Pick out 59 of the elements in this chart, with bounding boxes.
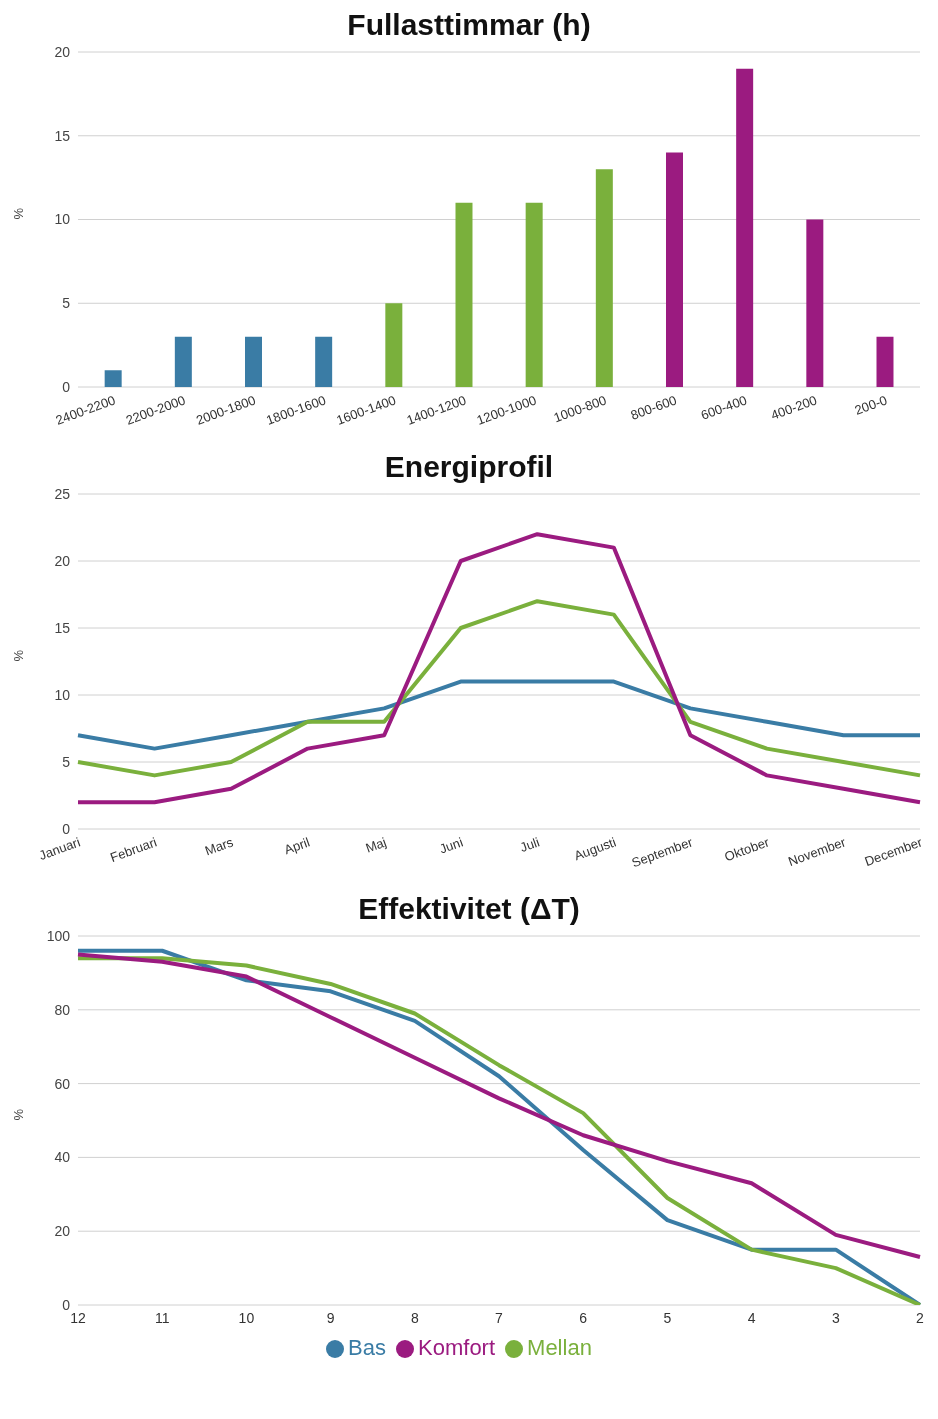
bar (385, 303, 403, 387)
x-tick-label: 2 (916, 1309, 925, 1326)
y-axis-title: % (10, 1108, 26, 1121)
y-tick-label: 10 (54, 211, 71, 228)
y-tick-label: 100 (46, 927, 71, 944)
bar (455, 202, 473, 387)
legend-label: Bas (348, 1335, 387, 1360)
bar (525, 202, 543, 387)
x-tick-label: Oktober (722, 834, 772, 865)
y-tick-label: 15 (54, 619, 71, 636)
x-tick-label: April (282, 834, 312, 858)
y-tick-label: 10 (54, 686, 71, 703)
y-tick-label: 20 (54, 43, 71, 60)
y-tick-label: 80 (54, 1001, 71, 1018)
legend-label: Mellan (527, 1335, 592, 1360)
y-tick-label: 0 (62, 820, 71, 837)
x-tick-label: 10 (238, 1309, 255, 1326)
bar (245, 336, 262, 387)
bar (315, 336, 333, 387)
bar (736, 68, 754, 387)
y-tick-label: 0 (62, 1296, 71, 1313)
legend-label: Komfort (418, 1335, 496, 1360)
y-tick-label: 25 (54, 485, 71, 502)
y-axis-title: % (10, 207, 26, 220)
x-tick-label: 8 (410, 1309, 419, 1326)
x-tick-label: 12 (70, 1309, 86, 1326)
bar (876, 336, 894, 387)
bar (806, 219, 824, 387)
line-series (76, 599, 922, 778)
x-tick-label: 6 (579, 1309, 588, 1326)
x-tick-label: Juni (437, 834, 465, 857)
y-tick-label: 0 (62, 378, 71, 395)
x-tick-label: 4 (747, 1309, 756, 1326)
y-tick-label: 40 (54, 1149, 71, 1166)
bar (104, 370, 122, 387)
line-series (76, 532, 922, 805)
x-tick-label: 200-0 (852, 392, 890, 418)
y-tick-label: 60 (54, 1075, 71, 1092)
y-tick-label: 20 (54, 1223, 71, 1240)
chart-title: Fullasttimmar (h) (346, 8, 592, 42)
y-tick-label: 5 (62, 753, 71, 770)
bar (666, 152, 683, 387)
x-tick-label: Maj (363, 834, 389, 856)
x-tick-label: 7 (495, 1309, 504, 1326)
chart-title: Effektivitet (ΔT) (357, 892, 581, 926)
y-tick-label: 20 (54, 552, 71, 569)
x-tick-label: 3 (831, 1309, 840, 1326)
x-tick-label: Mars (203, 834, 236, 859)
y-axis-title: % (10, 649, 26, 662)
bar (595, 169, 613, 387)
y-tick-label: 5 (62, 295, 71, 312)
y-tick-label: 15 (54, 127, 71, 144)
line-series (76, 679, 922, 751)
x-tick-label: 5 (663, 1309, 672, 1326)
chart-title: Energiprofil (383, 450, 555, 484)
bar (174, 336, 192, 387)
x-tick-label: Juli (517, 834, 542, 856)
x-tick-label: 11 (154, 1309, 170, 1326)
x-tick-label: 9 (326, 1309, 335, 1326)
